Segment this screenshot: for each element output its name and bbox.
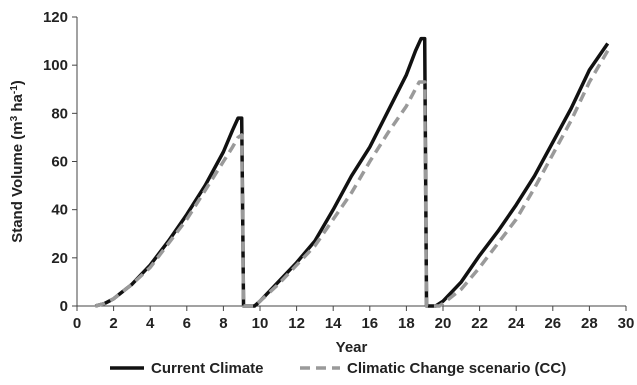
series-lines: [94, 36, 610, 308]
legend: Current Climate Climatic Change scenario…: [110, 360, 566, 377]
series-line-climatic-change: [94, 49, 610, 308]
y-axis-title-end: ): [9, 80, 26, 85]
y-tick-label: 20: [51, 250, 68, 267]
x-tick-label: 6: [183, 315, 191, 332]
y-axis-title: Stand Volume (m3 ha-1): [9, 80, 27, 243]
x-tick-label: 16: [361, 315, 378, 332]
y-axis-title-base: Stand Volume (m: [9, 121, 26, 242]
legend-label-climatic-change: Climatic Change scenario (CC): [347, 360, 566, 377]
y-tick-label: 100: [43, 57, 68, 74]
x-axis-title: Year: [336, 339, 368, 356]
x-tick-label: 0: [73, 315, 81, 332]
x-tick-label: 22: [471, 315, 488, 332]
y-tick-label: 40: [51, 202, 68, 219]
x-tick-label: 30: [618, 315, 635, 332]
y-tick-label: 0: [60, 298, 68, 315]
axes: [72, 16, 627, 311]
y-tick-label: 120: [43, 9, 68, 26]
series-line-current-climate: [94, 36, 610, 308]
x-tick-label: 28: [581, 315, 598, 332]
x-tick-label: 24: [508, 315, 525, 332]
y-axis-title-mid: ha: [9, 93, 26, 115]
x-tick-label: 14: [325, 315, 342, 332]
x-tick-label: 10: [252, 315, 269, 332]
y-axis-title-sup2: -1: [9, 85, 20, 94]
x-tick-label: 18: [398, 315, 415, 332]
y-tick-label: 80: [51, 105, 68, 122]
x-tick-label: 2: [109, 315, 117, 332]
x-tick-label: 20: [435, 315, 452, 332]
y-axis-title-sup1: 3: [9, 115, 20, 121]
x-tick-label: 4: [146, 315, 155, 332]
legend-label-current-climate: Current Climate: [151, 360, 264, 377]
x-tick-label: 8: [219, 315, 227, 332]
y-tick-label: 60: [51, 154, 68, 171]
x-tick-label: 12: [288, 315, 305, 332]
x-tick-label: 26: [544, 315, 561, 332]
